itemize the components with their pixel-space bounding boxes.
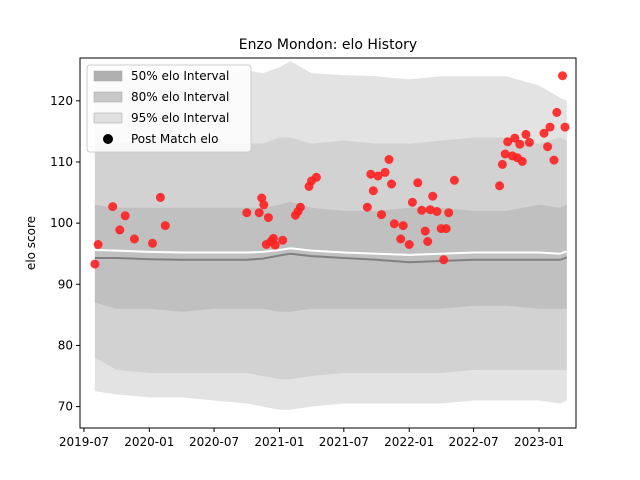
legend-label: 80% elo Interval [131,90,229,104]
post-match-point [380,167,390,177]
x-tick-label: 2021-07 [319,435,369,449]
post-match-point [129,234,139,244]
post-match-point [373,171,383,181]
post-match-point [428,191,438,201]
post-match-point [366,169,376,179]
median-line [94,252,568,264]
post-match-point [93,240,103,249]
post-match-point [441,224,451,234]
post-match-point [278,235,288,245]
x-tick-label: 2021-01 [254,435,304,449]
post-match-point [497,159,507,169]
post-match-point [377,210,386,220]
post-match-point [439,255,449,265]
post-match-point [242,208,252,218]
post-match-point [515,139,525,149]
post-match-point [543,142,553,152]
post-match-point [503,137,513,147]
post-match-point [444,208,454,218]
chart-title: Enzo Mondon: elo History [239,37,417,53]
post-match-point [425,205,435,215]
y-tick-label: 80 [58,338,73,352]
post-match-point [500,149,510,159]
post-match-point [495,181,505,191]
post-match-point [549,155,559,165]
post-match-point [387,179,396,189]
x-tick-label: 2019-07 [59,435,109,449]
legend-box [86,64,252,153]
post-match-point [311,172,321,182]
post-match-point [517,156,527,166]
post-match-point [539,128,549,138]
post-match-point [558,71,567,81]
y-axis-title: elo score [24,216,38,270]
post-match-point [108,202,118,212]
x-tick-label: 2022-07 [449,435,499,449]
post-match-point [257,193,267,203]
post-match-point [263,213,273,223]
x-axis-ticks: 2019-07 2020-01 2020-07 2021-01 2021-07 2022-… [59,428,564,449]
y-tick-label: 70 [58,400,73,414]
post-match-point [115,225,125,235]
x-tick-label: 2020-01 [124,435,174,449]
post-match-point [524,137,534,147]
post-match-point [510,133,520,143]
post-match-point [90,259,100,269]
post-match-point [521,129,531,139]
y-tick-label: 110 [50,155,73,169]
center-lines [94,247,568,264]
legend-label: 95% elo Interval [131,111,229,125]
legend-swatch [93,70,123,82]
post-match-point [259,200,269,210]
legend-swatch [93,91,123,103]
post-match-point [420,226,430,236]
legend-label: Post Match elo [131,132,218,146]
post-match-point [295,202,305,212]
x-tick-label: 2020-07 [189,435,239,449]
post-match-point [384,155,394,164]
legend: 50% elo Interval 80% elo Interval 95% elo … [86,64,252,153]
post-match-point [155,192,165,202]
legend-swatch [93,112,123,124]
post-match-point [396,234,406,244]
post-match-point [423,237,433,246]
legend-label: 50% elo Interval [131,69,229,83]
x-tick-label: 2023-01 [514,435,564,449]
post-match-point [362,202,372,212]
post-match-point [398,221,408,231]
y-axis-ticks: 70 80 90 100 110 120 [50,94,80,414]
legend-marker [103,134,113,144]
post-match-point [413,178,423,188]
post-match-point [389,219,399,229]
post-match-point [560,122,570,132]
post-match-point [432,207,442,216]
post-match-point [160,221,170,231]
y-tick-label: 120 [50,94,73,108]
post-match-point [120,211,130,221]
post-match-point [545,122,555,132]
post-match-points [90,71,570,269]
y-tick-label: 90 [58,277,73,291]
post-match-point [449,175,459,185]
post-match-point [552,107,562,117]
x-tick-label: 2022-01 [384,435,434,449]
post-match-point [270,240,280,250]
post-match-point [368,186,378,196]
post-match-point [417,205,427,215]
post-match-point [404,240,414,249]
post-match-point [407,197,417,207]
plot-frame [79,57,577,429]
mean-line [94,247,568,256]
post-match-point [148,238,157,248]
y-tick-label: 100 [50,216,73,230]
post-match-point [254,208,264,218]
